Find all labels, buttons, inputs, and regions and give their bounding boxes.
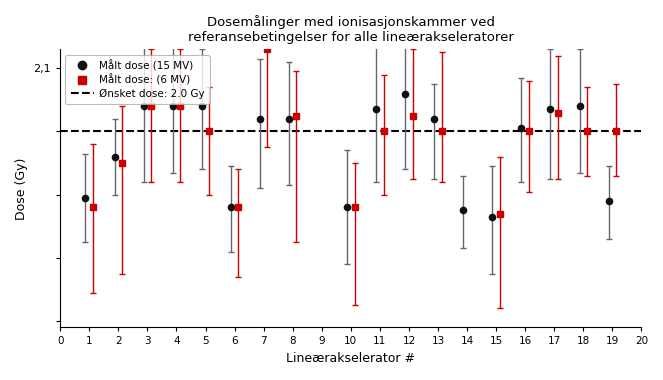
Title: Dosemålinger med ionisasjonskammer ved
referansebetingelser for alle lineæraksel: Dosemålinger med ionisasjonskammer ved r…	[188, 15, 514, 44]
Legend: Målt dose (15 MV), Målt dose: (6 MV), Ønsket dose: 2.0 Gy: Målt dose (15 MV), Målt dose: (6 MV), Øn…	[66, 54, 210, 104]
Y-axis label: Dose (Gy): Dose (Gy)	[15, 157, 28, 220]
X-axis label: Lineærakselerator #: Lineærakselerator #	[286, 352, 415, 365]
